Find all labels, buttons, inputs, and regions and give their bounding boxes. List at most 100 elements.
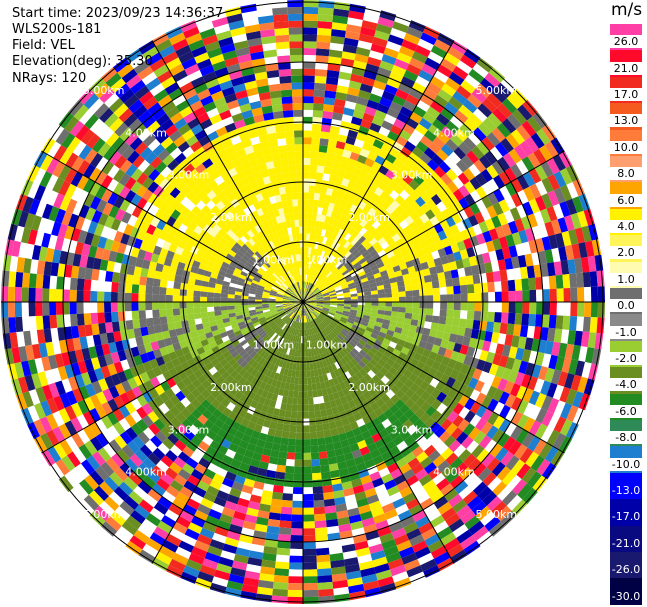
range-gate [300, 322, 302, 330]
range-gate [130, 168, 143, 181]
range-gate [240, 418, 250, 428]
range-gate [364, 135, 376, 146]
range-gate [554, 356, 565, 372]
range-gate [398, 414, 409, 425]
range-gate [148, 333, 158, 343]
range-gate [290, 411, 298, 419]
range-gate [320, 330, 326, 338]
range-gate [517, 399, 529, 415]
range-gate [292, 335, 296, 343]
range-gate [72, 337, 82, 351]
range-gate [289, 319, 294, 327]
range-gate [334, 285, 342, 290]
range-gate [167, 159, 179, 171]
range-gate [16, 331, 26, 348]
range-gate [487, 281, 495, 293]
range-gate [460, 310, 468, 320]
range-gate [519, 447, 534, 464]
range-gate [367, 350, 376, 359]
range-gate [235, 284, 244, 290]
range-gate [291, 247, 296, 255]
range-gate [270, 146, 280, 155]
range-gate [89, 470, 105, 486]
range-gate [395, 457, 408, 469]
range-gate [310, 276, 315, 284]
range-gate [476, 531, 494, 547]
range-gate [168, 88, 183, 101]
range-gate [314, 289, 321, 295]
range-gate [207, 311, 215, 317]
range-gate [242, 73, 256, 84]
range-gate [344, 323, 352, 330]
range-gate [233, 382, 243, 391]
range-gate [307, 383, 313, 392]
range-gate [221, 370, 231, 380]
range-gate [218, 132, 231, 143]
range-gate [282, 304, 290, 308]
range-gate [201, 194, 212, 205]
range-gate [457, 383, 469, 395]
range-gate [221, 309, 229, 315]
range-gate [344, 563, 361, 574]
range-gate [383, 362, 392, 372]
range-gate [402, 468, 416, 481]
range-gate [165, 485, 180, 498]
range-gate [384, 508, 398, 520]
range-gate [160, 118, 174, 132]
range-gate [312, 311, 319, 317]
range-gate [324, 366, 331, 374]
range-gate [517, 175, 530, 190]
range-gate [297, 349, 301, 357]
range-gate [399, 403, 410, 415]
range-gate [389, 521, 404, 533]
range-gate [63, 314, 71, 328]
range-gate [214, 362, 223, 372]
range-gate [282, 265, 288, 273]
range-gate [178, 540, 195, 553]
range-gate [426, 302, 434, 309]
range-gate [192, 419, 204, 430]
range-gate [409, 324, 418, 333]
range-gate [145, 77, 161, 91]
range-gate [336, 404, 345, 413]
range-gate [342, 550, 358, 560]
range-gate [323, 166, 332, 175]
range-gate [381, 90, 396, 102]
range-gate [440, 173, 453, 186]
range-gate [218, 181, 229, 191]
range-gate [188, 552, 205, 565]
range-gate [298, 281, 301, 289]
range-gate [289, 298, 297, 301]
range-gate [501, 302, 509, 313]
range-gate [392, 497, 406, 509]
range-gate [511, 358, 522, 372]
range-gate [309, 300, 317, 302]
range-gate [77, 360, 88, 375]
range-gate [404, 215, 415, 226]
range-gate [265, 161, 275, 170]
range-gate [420, 334, 429, 343]
range-gate [319, 313, 326, 319]
range-gate [258, 365, 266, 374]
range-gate [468, 68, 485, 84]
range-gate [235, 333, 244, 340]
range-gate [486, 496, 502, 512]
range-gate [17, 376, 29, 394]
range-gate [432, 308, 441, 317]
range-gate [119, 392, 131, 405]
range-gate [244, 167, 254, 177]
range-gate [387, 179, 398, 190]
range-gate [433, 520, 449, 534]
range-gate [198, 135, 211, 147]
range-gate [194, 279, 203, 286]
range-gate [124, 401, 137, 415]
range-gate [290, 262, 295, 270]
range-gate [278, 388, 285, 396]
range-gate [278, 288, 286, 293]
range-gate [436, 402, 448, 415]
range-gate [284, 264, 289, 272]
range-gate [150, 216, 161, 228]
range-gate [271, 378, 278, 387]
range-gate [339, 396, 348, 405]
range-gate [386, 250, 395, 259]
